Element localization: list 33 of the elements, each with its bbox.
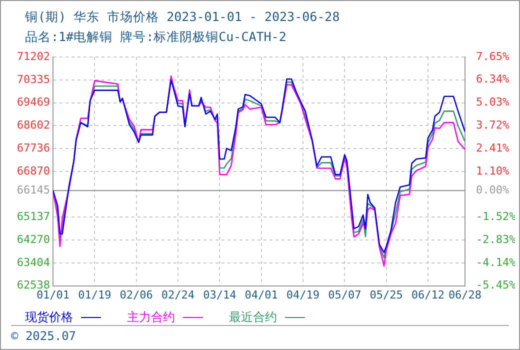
legend-label: 主力合约 <box>127 309 175 326</box>
y-tick-label: 63404 <box>16 256 50 269</box>
y2-tick-label: 3.72% <box>476 118 510 132</box>
text: © 2025.07 <box>11 329 76 343</box>
x-tick-label: 06/28 <box>448 288 482 302</box>
x-tick-label: 04/01 <box>244 288 278 302</box>
y-tick-label: 69469 <box>16 96 50 109</box>
y2-tick-label: 6.34% <box>476 72 510 86</box>
y-tick-label: 68602 <box>16 118 50 132</box>
x-tick-label: 03/14 <box>203 288 237 302</box>
x-tick-label: 05/25 <box>370 288 403 302</box>
x-tick-label: 05/07 <box>328 288 362 302</box>
y-tick-label: 64270 <box>16 232 50 246</box>
y-tick-label: 65137 <box>16 210 50 224</box>
y-tick-label: 70335 <box>16 72 50 86</box>
x-tick-label: 02/24 <box>161 288 195 302</box>
x-tick-label: 02/06 <box>120 288 153 302</box>
y2-tick-label: 7.65% <box>476 50 510 63</box>
y2-tick-label: 1.10% <box>476 164 510 178</box>
y-tick-label: 66145 <box>16 183 50 196</box>
x-tick-label: 04/19 <box>286 288 320 302</box>
y-tick-label: 71202 <box>16 50 50 63</box>
y-tick-label: 67736 <box>16 141 50 154</box>
legend-label: 最近合约 <box>229 309 277 326</box>
y2-tick-label: 0.00% <box>476 183 510 196</box>
chart-title: 铜(期) 华东 市场价格 2023-01-01 - 2023-06-28 <box>25 8 341 26</box>
y-tick-label: 66870 <box>16 164 50 178</box>
chart-subtitle: 品名:1#电解铜 牌号:标准阴极铜Cu-CATH-2 <box>25 28 288 46</box>
y2-tick-label: 5.03% <box>476 96 510 109</box>
x-tick-label: 01/19 <box>78 288 112 302</box>
x-tick-label: 06/12 <box>411 288 445 302</box>
y2-tick-label: 2.41% <box>476 141 510 154</box>
legend-label: 现货价格 <box>25 309 73 326</box>
